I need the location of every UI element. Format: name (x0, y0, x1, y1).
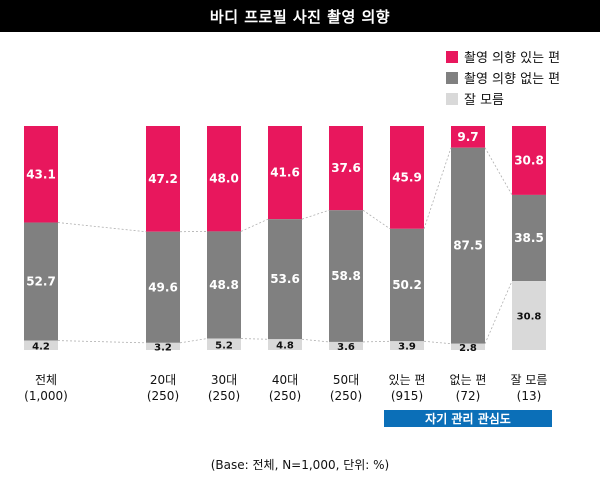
category-label: 50대 (250) (311, 372, 381, 404)
legend-item-unsure: 잘 모름 (446, 88, 560, 109)
bar-value-label: 58.8 (331, 269, 361, 283)
category-name: 전체 (34, 373, 58, 387)
category-n: (250) (268, 389, 302, 403)
category-name: 20대 (149, 373, 177, 387)
category-label: 있는 편 (915) (372, 372, 442, 404)
bar-segment (329, 210, 363, 342)
connector-line (423, 147, 452, 229)
connector-line (362, 209, 391, 230)
bar-segment (146, 231, 180, 343)
bar-value-label: 53.6 (270, 272, 300, 286)
category-n: (13) (516, 389, 542, 403)
bar-value-label: 9.7 (457, 130, 478, 144)
bar-segment (207, 338, 241, 350)
category-label: 전체 (1,000) (11, 372, 81, 404)
legend-swatch-no (446, 71, 458, 84)
bar-value-label: 48.8 (209, 278, 239, 292)
bar-segment (207, 231, 241, 339)
bar-segment (24, 126, 58, 223)
category-name: 30대 (210, 373, 238, 387)
bar-segment (268, 219, 302, 340)
legend-item-yes: 촬영 의향 있는 편 (446, 46, 560, 67)
legend-label-yes: 촬영 의향 있는 편 (464, 51, 561, 66)
legend-swatch-yes (446, 50, 458, 63)
bar-value-label: 4.8 (276, 341, 294, 352)
connector-line (423, 340, 452, 345)
bar-segment (146, 342, 180, 350)
bar-segment (512, 194, 546, 282)
bar-value-label: 4.2 (32, 341, 50, 352)
bar-segment (329, 341, 363, 350)
category-n: (250) (329, 389, 363, 403)
connector-line (484, 147, 513, 196)
bar-segment (451, 147, 485, 344)
bar-segment (24, 340, 58, 350)
bar-value-label: 3.2 (154, 342, 172, 353)
legend-label-no: 촬영 의향 없는 편 (464, 72, 561, 87)
bar-value-label: 45.9 (392, 170, 422, 184)
category-name: 40대 (271, 373, 299, 387)
category-label: 40대 (250) (250, 372, 320, 404)
bar-value-label: 50.2 (392, 278, 422, 292)
connector-line (362, 340, 391, 343)
legend-swatch-unsure (446, 92, 458, 105)
legend-item-no: 촬영 의향 없는 편 (446, 67, 560, 88)
category-label: 없는 편 (72) (433, 372, 503, 404)
bar-segment (268, 126, 302, 220)
connector-line (301, 338, 330, 343)
chart-title: 바디 프로필 사진 촬영 의향 (0, 0, 600, 32)
category-label: 20대 (250) (128, 372, 198, 404)
bar-segment (329, 126, 363, 211)
bar-segment (146, 126, 180, 232)
bar-value-label: 43.1 (26, 167, 56, 181)
bar-value-label: 52.7 (26, 275, 56, 289)
bar-value-label: 30.8 (517, 312, 542, 323)
bar-value-label: 38.5 (514, 231, 544, 245)
bar-segment (390, 341, 424, 350)
connector-line (179, 338, 208, 344)
connector-line (240, 338, 269, 340)
bar-segment (451, 126, 485, 148)
bar-value-label: 2.8 (459, 343, 477, 354)
bar-value-label: 47.2 (148, 172, 178, 186)
bar-value-label: 3.6 (337, 342, 355, 353)
bar-segment (268, 339, 302, 350)
group-label-self-care-interest: 자기 관리 관심도 (384, 410, 552, 427)
bar-value-label: 37.6 (331, 161, 361, 175)
category-n: (1,000) (24, 389, 68, 403)
bar-segment (451, 343, 485, 350)
category-n: (915) (390, 389, 424, 403)
bar-value-label: 48.0 (209, 172, 239, 186)
legend-label-unsure: 잘 모름 (464, 93, 505, 108)
category-name: 있는 편 (388, 373, 426, 387)
category-name: 잘 모름 (510, 373, 548, 387)
category-name: 50대 (332, 373, 360, 387)
category-n: (72) (455, 389, 481, 403)
legend: 촬영 의향 있는 편 촬영 의향 없는 편 잘 모름 (446, 46, 560, 109)
bar-segment (512, 126, 546, 195)
category-n: (250) (146, 389, 180, 403)
category-label: 잘 모름 (13) (494, 372, 564, 404)
bar-segment (512, 281, 546, 350)
bar-segment (207, 126, 241, 232)
bar-segment (390, 228, 424, 342)
bar-value-label: 87.5 (453, 239, 483, 253)
bar-value-label: 3.9 (398, 342, 416, 353)
connector-line (301, 209, 330, 220)
bar-value-label: 5.2 (215, 340, 233, 351)
category-label: 30대 (250) (189, 372, 259, 404)
category-name: 없는 편 (449, 373, 487, 387)
connector-line (57, 222, 147, 233)
connector-line (240, 218, 269, 232)
bar-segment (390, 126, 424, 229)
bar-segment (24, 222, 58, 341)
bar-value-label: 30.8 (514, 153, 544, 167)
bar-value-label: 41.6 (270, 166, 300, 180)
connector-line (484, 280, 513, 344)
bar-value-label: 49.6 (148, 280, 178, 294)
connector-line (57, 340, 147, 344)
category-n: (250) (207, 389, 241, 403)
footnote: (Base: 전체, N=1,000, 단위: %) (210, 458, 390, 472)
